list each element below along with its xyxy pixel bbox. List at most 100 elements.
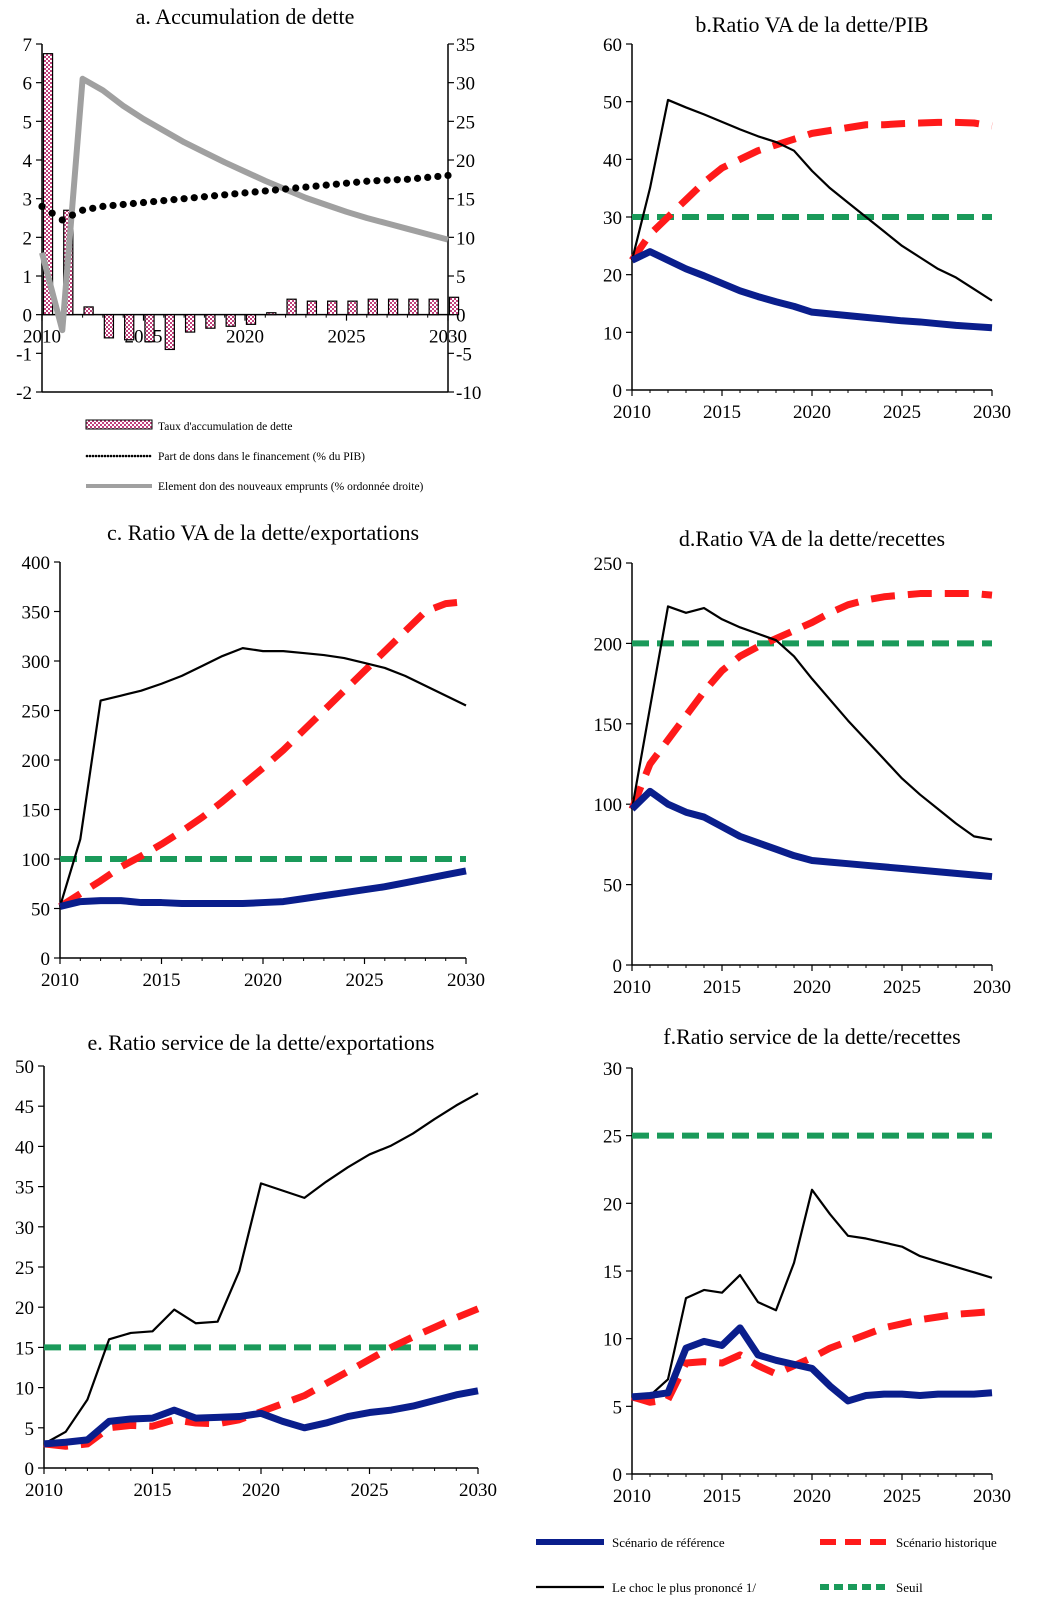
y-tick-label: 30 — [603, 1059, 622, 1080]
legend-label: Part de dons dans le financement (% du P… — [158, 451, 365, 463]
y-tick-label: 20 — [15, 1298, 34, 1319]
point-grant-share — [150, 197, 158, 206]
series-grant-element — [39, 75, 449, 334]
chart-d: d.Ratio VA de la dette/recettes 0 50 100 150… — [594, 526, 1012, 998]
bar-debt-accumulation — [367, 298, 378, 316]
y-tick-label: 50 — [31, 900, 50, 921]
point-grant-share — [190, 194, 198, 202]
legend-label-historical: Scénario historique — [896, 1535, 997, 1550]
y-tick-label: 200 — [594, 634, 623, 655]
x-tick-label: 2025 — [351, 1480, 389, 1501]
y-tick-label: 5 — [613, 1397, 623, 1418]
legend-swatch-dot — [100, 454, 104, 458]
y-tick-label: 20 — [603, 266, 622, 287]
y-tick-label: 0 — [613, 381, 623, 402]
series-shock — [58, 647, 467, 907]
x-tick-label: 2025 — [346, 970, 384, 991]
point-grant-share — [271, 186, 280, 194]
chart-b: b.Ratio VA de la dette/PIB01020304050602… — [603, 12, 1011, 423]
legend-label-shock: Le choc le plus prononcé 1/ — [612, 1580, 756, 1595]
x-tick-label: 2010 — [41, 970, 79, 991]
chart-f: f.Ratio service de la dette/recettes 0 5 10… — [603, 1024, 1011, 1507]
y-tick-label: 10 — [603, 1330, 622, 1351]
x-tick-label: 2015 — [703, 402, 741, 423]
x-tick-label: 2020 — [242, 1480, 280, 1501]
x-tick-label: 2030 — [447, 970, 485, 991]
x-tick-label: 2010 — [613, 1486, 651, 1507]
y-tick-label: 4 — [23, 151, 33, 172]
y-tick-label: 25 — [603, 1127, 622, 1148]
y2-tick-label: 10 — [456, 228, 475, 249]
legend-swatch-dot — [121, 454, 125, 458]
legend-swatch-dot — [115, 454, 119, 458]
y-tick-label: 150 — [22, 801, 51, 822]
bar-debt-accumulation — [387, 298, 399, 316]
bar-debt-accumulation — [306, 300, 318, 316]
bar-debt-accumulation — [327, 300, 338, 316]
legend-swatch-bar — [85, 419, 153, 430]
legend-swatch-dot — [94, 454, 98, 458]
legend-swatch-dot — [142, 454, 146, 458]
x-tick-label: 2025 — [883, 1486, 921, 1507]
point-grant-share — [373, 177, 381, 185]
legend-label: Element don des nouveaux emprunts (% ord… — [158, 481, 424, 493]
x-tick-label: 2020 — [244, 970, 282, 991]
point-grant-share — [210, 192, 219, 200]
x-tick-label: 2010 — [25, 1480, 63, 1501]
point-grant-share — [180, 195, 188, 203]
y2-tick-label: 15 — [456, 190, 475, 211]
series-historical — [58, 598, 467, 910]
legend-swatch-dot — [127, 454, 131, 458]
bar-debt-accumulation — [103, 314, 115, 339]
y-tick-label: -2 — [16, 383, 32, 404]
series-shock — [630, 605, 993, 841]
x-tick-label: 2030 — [973, 977, 1011, 998]
y-tick-label: 25 — [15, 1258, 34, 1279]
point-grant-share — [282, 185, 290, 193]
x-tick-label: 2030 — [459, 1480, 497, 1501]
y-tick-label: 15 — [15, 1338, 34, 1359]
x-tick-label: 2020 — [793, 977, 831, 998]
y-tick-label: 250 — [22, 702, 51, 723]
legend-a: Taux d'accumulation de dette Part de dons… — [85, 419, 424, 493]
x-tick-label: 2025 — [328, 327, 366, 348]
y-tick-label: 3 — [23, 190, 33, 211]
x-tick-label: 2020 — [793, 1486, 831, 1507]
x-tick-label: 2030 — [429, 327, 467, 348]
y-tick-label: 50 — [603, 876, 622, 897]
point-grant-share — [129, 199, 137, 208]
point-grant-share — [99, 202, 107, 210]
series-historical — [628, 590, 993, 811]
point-grant-share — [170, 196, 178, 204]
x-tick-label: 2020 — [226, 327, 264, 348]
point-grant-share — [332, 180, 340, 188]
legend-label: Taux d'accumulation de dette — [158, 421, 292, 433]
y-tick-label: 50 — [15, 1057, 34, 1078]
bar-debt-accumulation — [286, 298, 297, 316]
point-grant-share — [302, 183, 310, 191]
point-grant-share — [38, 202, 46, 210]
point-grant-share — [48, 209, 56, 217]
point-grant-share — [444, 171, 452, 180]
point-grant-share — [322, 181, 330, 189]
legend-swatch-dot — [124, 454, 128, 458]
point-grant-share — [68, 211, 77, 219]
chart-title: f.Ratio service de la dette/recettes — [663, 1024, 960, 1049]
point-grant-share — [200, 193, 208, 201]
point-grant-share — [312, 182, 320, 190]
point-grant-share — [424, 173, 432, 181]
y-tick-label: 15 — [603, 1262, 622, 1283]
x-tick-label: 2010 — [23, 327, 61, 348]
legend-swatch-dot — [88, 454, 92, 458]
series-historical — [630, 1308, 993, 1406]
bar-debt-accumulation — [245, 314, 257, 325]
legend-swatch-dot — [85, 454, 89, 458]
y-tick-label: 40 — [603, 150, 622, 171]
point-grant-share — [58, 216, 66, 224]
legend-swatch-dot — [109, 454, 113, 458]
point-grant-share — [383, 176, 391, 184]
point-grant-share — [434, 172, 442, 181]
point-grant-share — [403, 175, 411, 183]
point-grant-share — [231, 190, 239, 198]
